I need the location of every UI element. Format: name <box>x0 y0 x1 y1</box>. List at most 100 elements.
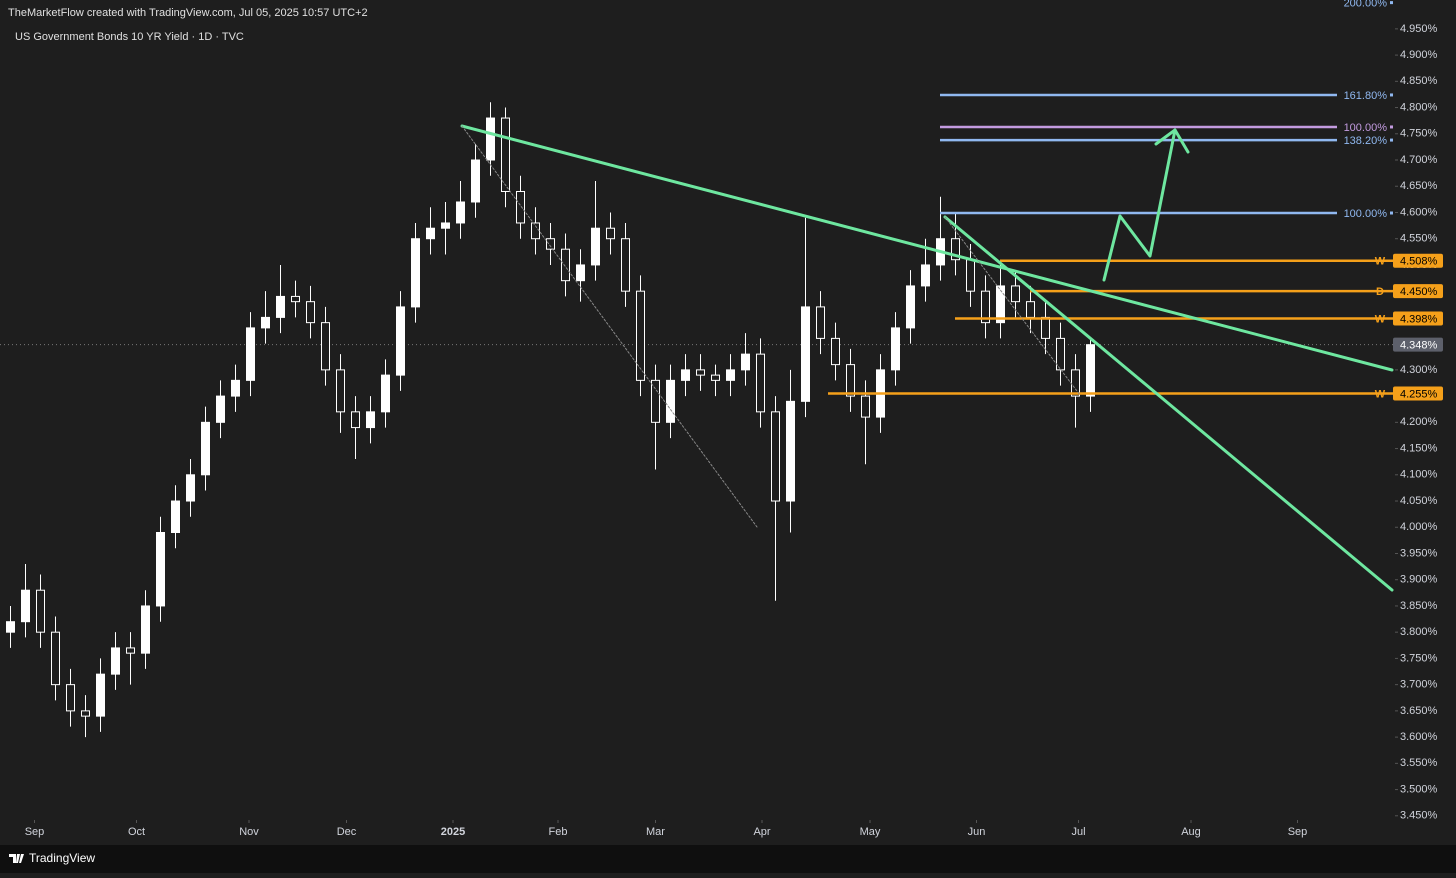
candle-body <box>966 259 975 292</box>
candle-body <box>771 411 780 502</box>
x-tick-label: Jul <box>1071 826 1085 838</box>
candle-body <box>426 227 435 240</box>
footer-bar <box>0 845 1456 873</box>
fib-marker <box>1390 125 1393 129</box>
candle-body <box>81 710 90 717</box>
candle-body <box>681 369 690 381</box>
y-tick-label: 3.900% <box>1400 574 1438 586</box>
y-tick-label: 3.650% <box>1400 705 1438 717</box>
level-value: 4.398% <box>1400 313 1438 325</box>
candle-body <box>591 227 600 266</box>
candle-body <box>171 500 180 534</box>
x-tick-label: Apr <box>753 826 770 838</box>
candle-body <box>141 605 150 654</box>
candle-body <box>546 238 555 250</box>
y-tick-label: 4.000% <box>1400 521 1438 533</box>
candle-body <box>456 201 465 224</box>
y-tick-label: 4.100% <box>1400 469 1438 481</box>
fib-marker <box>1390 211 1393 215</box>
candle-body <box>471 159 480 203</box>
level-value: 4.508% <box>1400 256 1438 268</box>
y-tick-label: 3.750% <box>1400 652 1438 664</box>
y-tick-label: 3.450% <box>1400 810 1438 822</box>
candle-body <box>21 589 30 623</box>
trendline <box>943 215 1394 592</box>
candle-body <box>786 400 795 502</box>
brand: TradingView <box>29 851 95 865</box>
fib-marker <box>1390 1 1393 5</box>
trendline <box>460 124 1394 372</box>
candle-body <box>666 379 675 423</box>
fib-label: 100.00% <box>1344 208 1388 220</box>
candle-body <box>66 684 75 712</box>
projection-arrow <box>1102 128 1177 282</box>
x-tick-label: Oct <box>128 826 145 838</box>
candle-body <box>96 673 105 717</box>
fib-base <box>944 216 1081 396</box>
candle-body <box>1056 337 1065 371</box>
x-tick-label: Dec <box>337 826 357 838</box>
x-tick-label: Nov <box>239 826 259 838</box>
fib-label: 138.20% <box>1344 135 1388 147</box>
candle-body <box>891 327 900 371</box>
candle-body <box>216 395 225 423</box>
symbol-title: US Government Bonds 10 YR Yield · 1D · T… <box>15 31 244 43</box>
y-tick-label: 3.850% <box>1400 600 1438 612</box>
y-tick-label: 4.950% <box>1400 23 1438 35</box>
candle-body <box>861 395 870 418</box>
x-tick-label: Feb <box>549 826 568 838</box>
candle-body <box>501 117 510 192</box>
candle-body <box>1086 344 1095 397</box>
candle-body <box>231 379 240 397</box>
candle-body <box>951 238 960 261</box>
candle-body <box>156 532 165 607</box>
x-tick-label: Mar <box>646 826 665 838</box>
logo <box>9 854 24 863</box>
candle-body <box>111 647 120 675</box>
candle-body <box>186 474 195 502</box>
candle-body <box>711 374 720 381</box>
candle-body <box>246 327 255 381</box>
y-tick-label: 3.550% <box>1400 757 1438 769</box>
last-price-box <box>1393 337 1443 352</box>
level-box <box>1393 311 1443 326</box>
candle-body <box>531 222 540 240</box>
candle-body <box>801 306 810 402</box>
candle-body <box>636 290 645 381</box>
y-tick-label: 4.700% <box>1400 154 1438 166</box>
candle-body <box>726 369 735 381</box>
candle-body <box>1026 301 1035 318</box>
drawings <box>460 124 1394 592</box>
candle-body <box>651 379 660 423</box>
candle-body <box>291 295 300 303</box>
candle-body <box>6 621 15 633</box>
candle-body <box>51 631 60 686</box>
level-type: W <box>1375 256 1386 268</box>
level-value: 4.255% <box>1400 388 1438 400</box>
fib-label: 100.00% <box>1344 122 1388 134</box>
y-tick-label: 4.200% <box>1400 416 1438 428</box>
candle-body <box>36 589 45 633</box>
fib-label: 200.00% <box>1344 0 1388 10</box>
candle-body <box>411 238 420 308</box>
candle-body <box>276 295 285 318</box>
candle-body <box>696 369 705 376</box>
candle-body <box>351 411 360 429</box>
level-box <box>1393 284 1443 299</box>
fib-marker <box>1390 93 1393 97</box>
y-tick-label: 4.900% <box>1400 49 1438 61</box>
candle-body <box>126 647 135 654</box>
candle-body <box>306 301 315 324</box>
candle-body <box>486 117 495 161</box>
y-tick-label: 3.950% <box>1400 547 1438 559</box>
candle-body <box>846 364 855 397</box>
candle-body <box>576 264 585 282</box>
y-tick-label: 3.800% <box>1400 626 1438 638</box>
candle-body <box>741 353 750 371</box>
y-tick-label: 4.750% <box>1400 128 1438 140</box>
x-tick-label: May <box>860 826 881 838</box>
y-tick-label: 4.050% <box>1400 495 1438 507</box>
